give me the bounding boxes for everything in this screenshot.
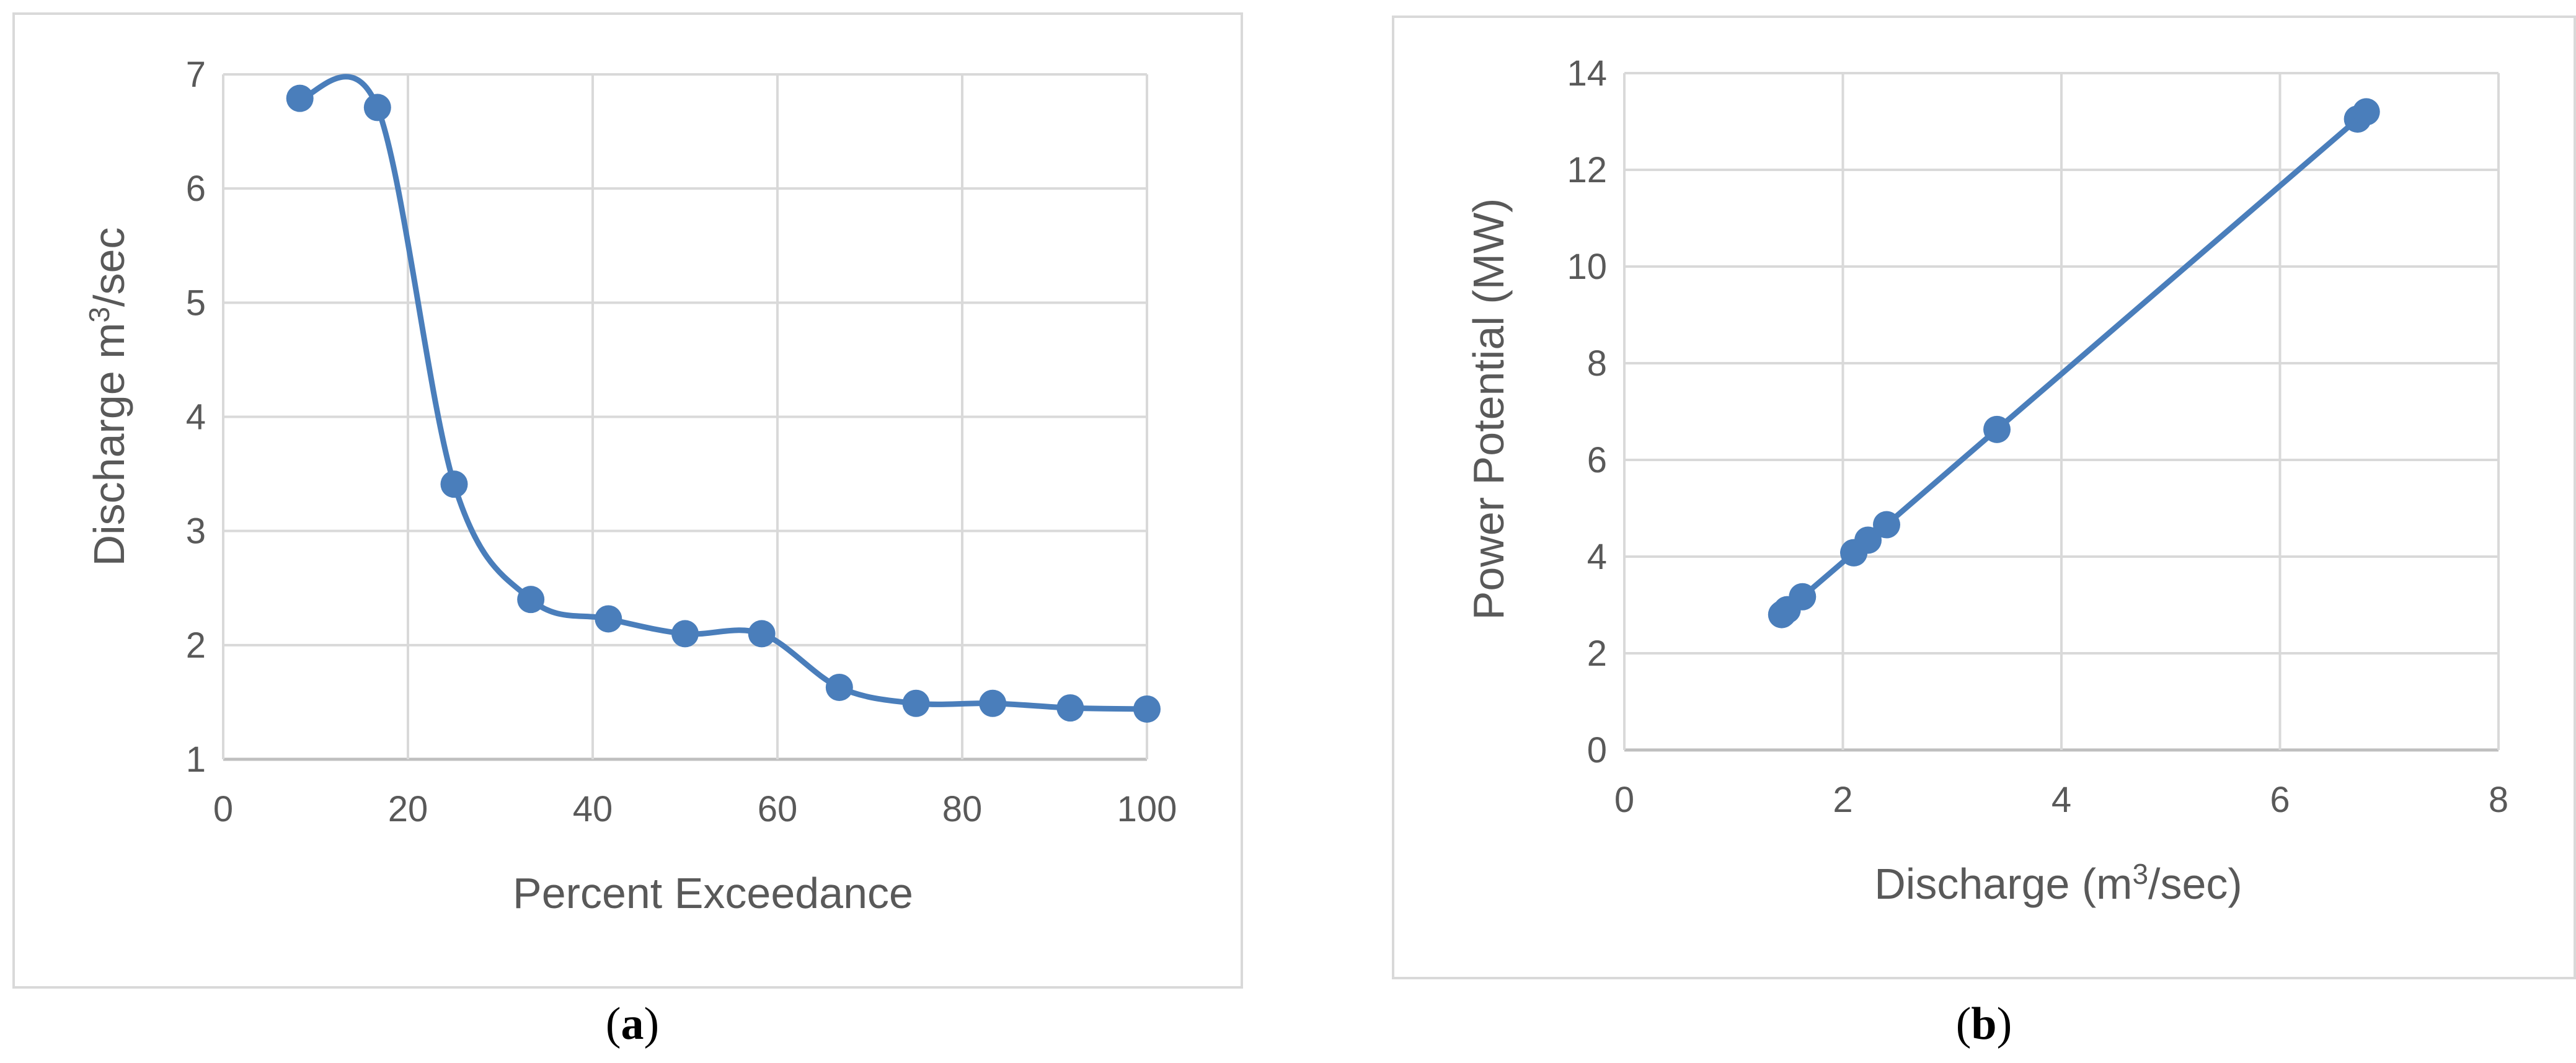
ticks-b: 0 2 4 6 8 10 12 14 0 2 4 6 8	[1567, 53, 2508, 820]
x-tick-label: 6	[2270, 780, 2290, 820]
data-point	[363, 94, 391, 121]
y-tick-label: 14	[1567, 53, 1607, 94]
data-point	[748, 620, 776, 648]
y-tick-label: 2	[1587, 633, 1607, 674]
y-tick-label: 0	[1587, 730, 1607, 770]
x-tick-label: 40	[573, 789, 613, 829]
data-point	[1854, 526, 1882, 554]
y-tick-label: 6	[1587, 440, 1607, 480]
y-tick-label: 10	[1567, 247, 1607, 287]
x-axis-title-a: Percent Exceedance	[513, 869, 913, 917]
y-tick-label: 1	[186, 739, 206, 780]
ticks-a: 1 2 3 4 5 6 7 0 20 40 60 80 100	[186, 55, 1177, 829]
y-tick-label: 6	[186, 169, 206, 209]
data-point	[825, 673, 853, 701]
x-tick-label: 4	[2052, 780, 2071, 820]
y-tick-label: 7	[186, 55, 206, 95]
x-tick-label: 100	[1117, 789, 1177, 829]
data-point	[1789, 583, 1817, 611]
y-tick-label: 3	[186, 511, 206, 552]
data-point	[1056, 694, 1084, 722]
y-tick-label: 5	[186, 283, 206, 323]
data-point	[671, 620, 699, 648]
data-point	[979, 689, 1007, 717]
chart-panel-b	[1392, 15, 2576, 979]
series-a	[286, 74, 1161, 723]
y-axis-title-a: Discharge m3/sec	[83, 227, 133, 567]
x-tick-label: 0	[213, 789, 233, 829]
y-tick-label: 2	[186, 625, 206, 666]
data-point	[1873, 511, 1900, 539]
data-point	[286, 84, 314, 112]
data-point	[595, 605, 622, 633]
data-point	[1983, 415, 2011, 443]
x-tick-label: 80	[942, 789, 983, 829]
y-axis-title-b: Power Potential (MW)	[1464, 198, 1513, 620]
x-axis-title-b: Discharge (m3/sec)	[1874, 858, 2242, 908]
y-tick-label: 8	[1587, 343, 1607, 384]
caption-b: (b)	[1955, 999, 2012, 1049]
x-tick-label: 20	[388, 789, 428, 829]
data-point	[517, 586, 545, 614]
data-point	[2352, 98, 2380, 126]
series-b	[1768, 98, 2380, 629]
y-tick-label: 4	[186, 397, 206, 438]
data-point	[1133, 695, 1161, 723]
data-point	[440, 470, 468, 498]
x-tick-label: 60	[758, 789, 798, 829]
x-tick-label: 2	[1833, 780, 1852, 820]
x-tick-label: 8	[2489, 780, 2508, 820]
x-tick-label: 0	[1614, 780, 1634, 820]
caption-a: (a)	[605, 999, 660, 1049]
y-tick-label: 4	[1587, 537, 1607, 577]
grid-b	[1623, 72, 2500, 752]
y-tick-label: 12	[1567, 150, 1607, 190]
data-point	[902, 689, 930, 717]
chart-panel-a	[12, 12, 1243, 989]
